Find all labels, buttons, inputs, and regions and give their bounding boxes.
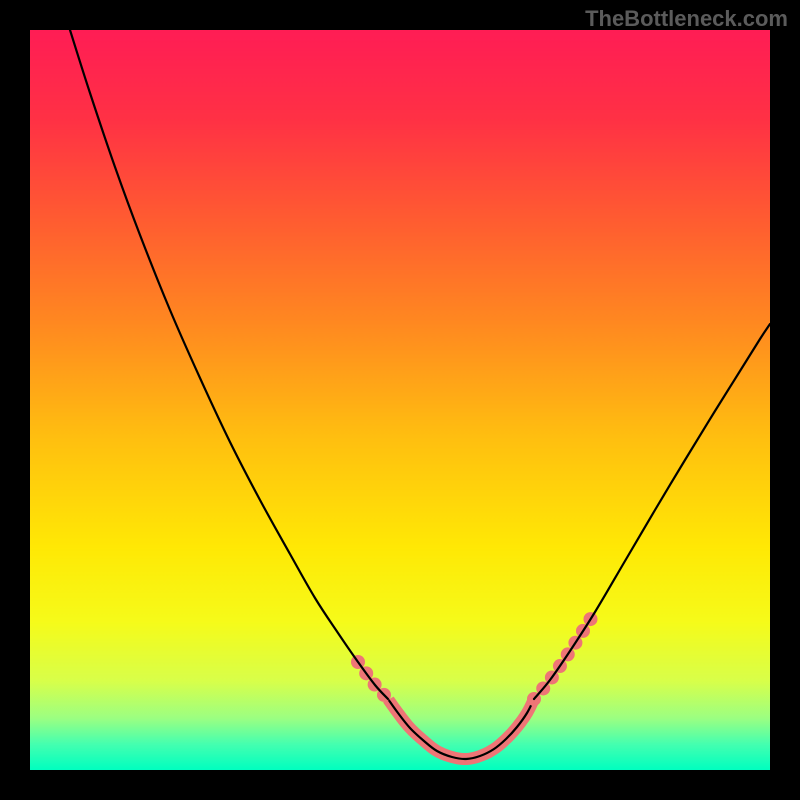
bottom-flat-segment [383, 697, 539, 765]
curves-svg [30, 30, 770, 770]
plot-area [30, 30, 770, 770]
left-curve [70, 30, 388, 699]
stage: TheBottleneck.com [0, 0, 800, 800]
watermark-text: TheBottleneck.com [585, 6, 788, 32]
